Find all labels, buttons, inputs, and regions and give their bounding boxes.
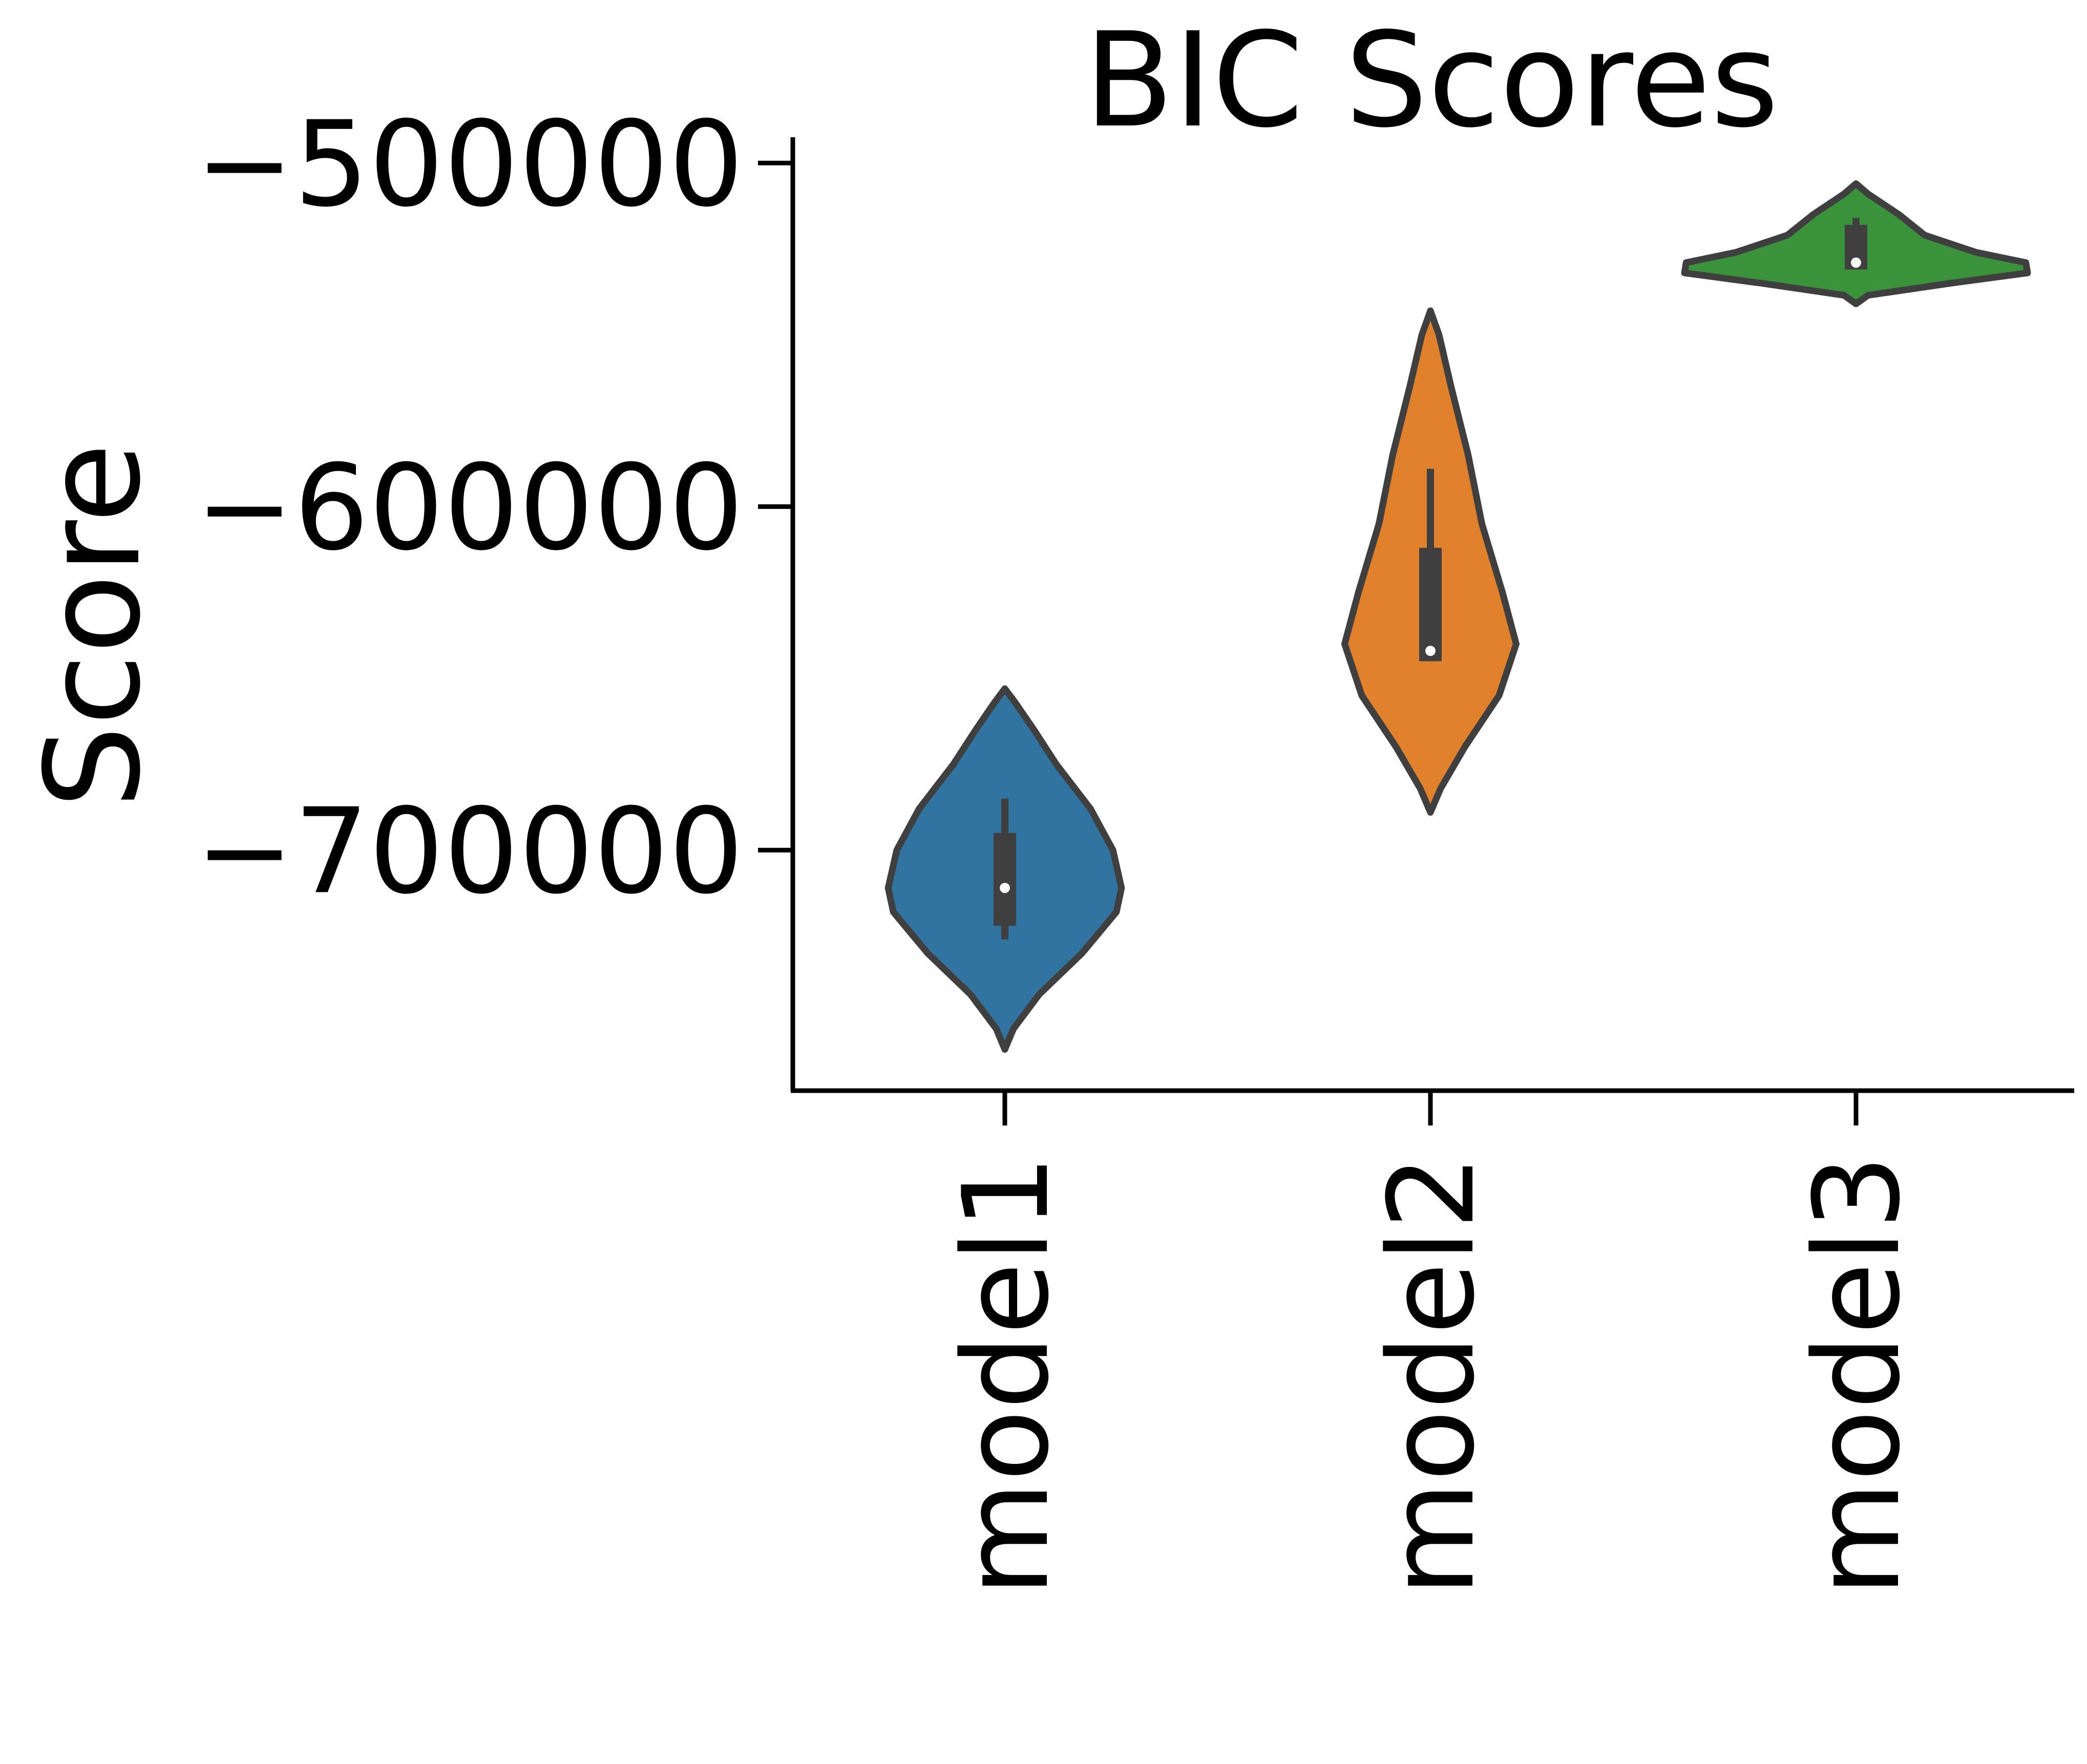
violin-iqr-box (1419, 547, 1442, 662)
y-ticks: −500000 −600000 −700000 (195, 96, 793, 920)
y-tick-label: −500000 (195, 96, 744, 233)
chart-title: BIC Scores (1084, 5, 1779, 157)
x-tick-label: model1 (938, 1155, 1075, 1597)
y-tick-label: −700000 (195, 783, 744, 920)
x-tick-label: model2 (1364, 1155, 1501, 1597)
violin-model3 (1681, 180, 2031, 307)
violin-model2 (1341, 307, 1520, 816)
violin-model1 (884, 685, 1125, 1053)
y-tick-label: −600000 (195, 440, 744, 577)
violin-median-dot (1425, 646, 1436, 656)
x-tick-label: model3 (1789, 1155, 1926, 1597)
violin-median-dot (1000, 883, 1010, 894)
violin-median-dot (1851, 257, 1861, 268)
y-axis-label: Score (17, 443, 170, 809)
x-ticks: model1 model2 model3 (938, 1091, 1926, 1597)
violins (884, 180, 2031, 1053)
violin-iqr-box (994, 833, 1016, 926)
